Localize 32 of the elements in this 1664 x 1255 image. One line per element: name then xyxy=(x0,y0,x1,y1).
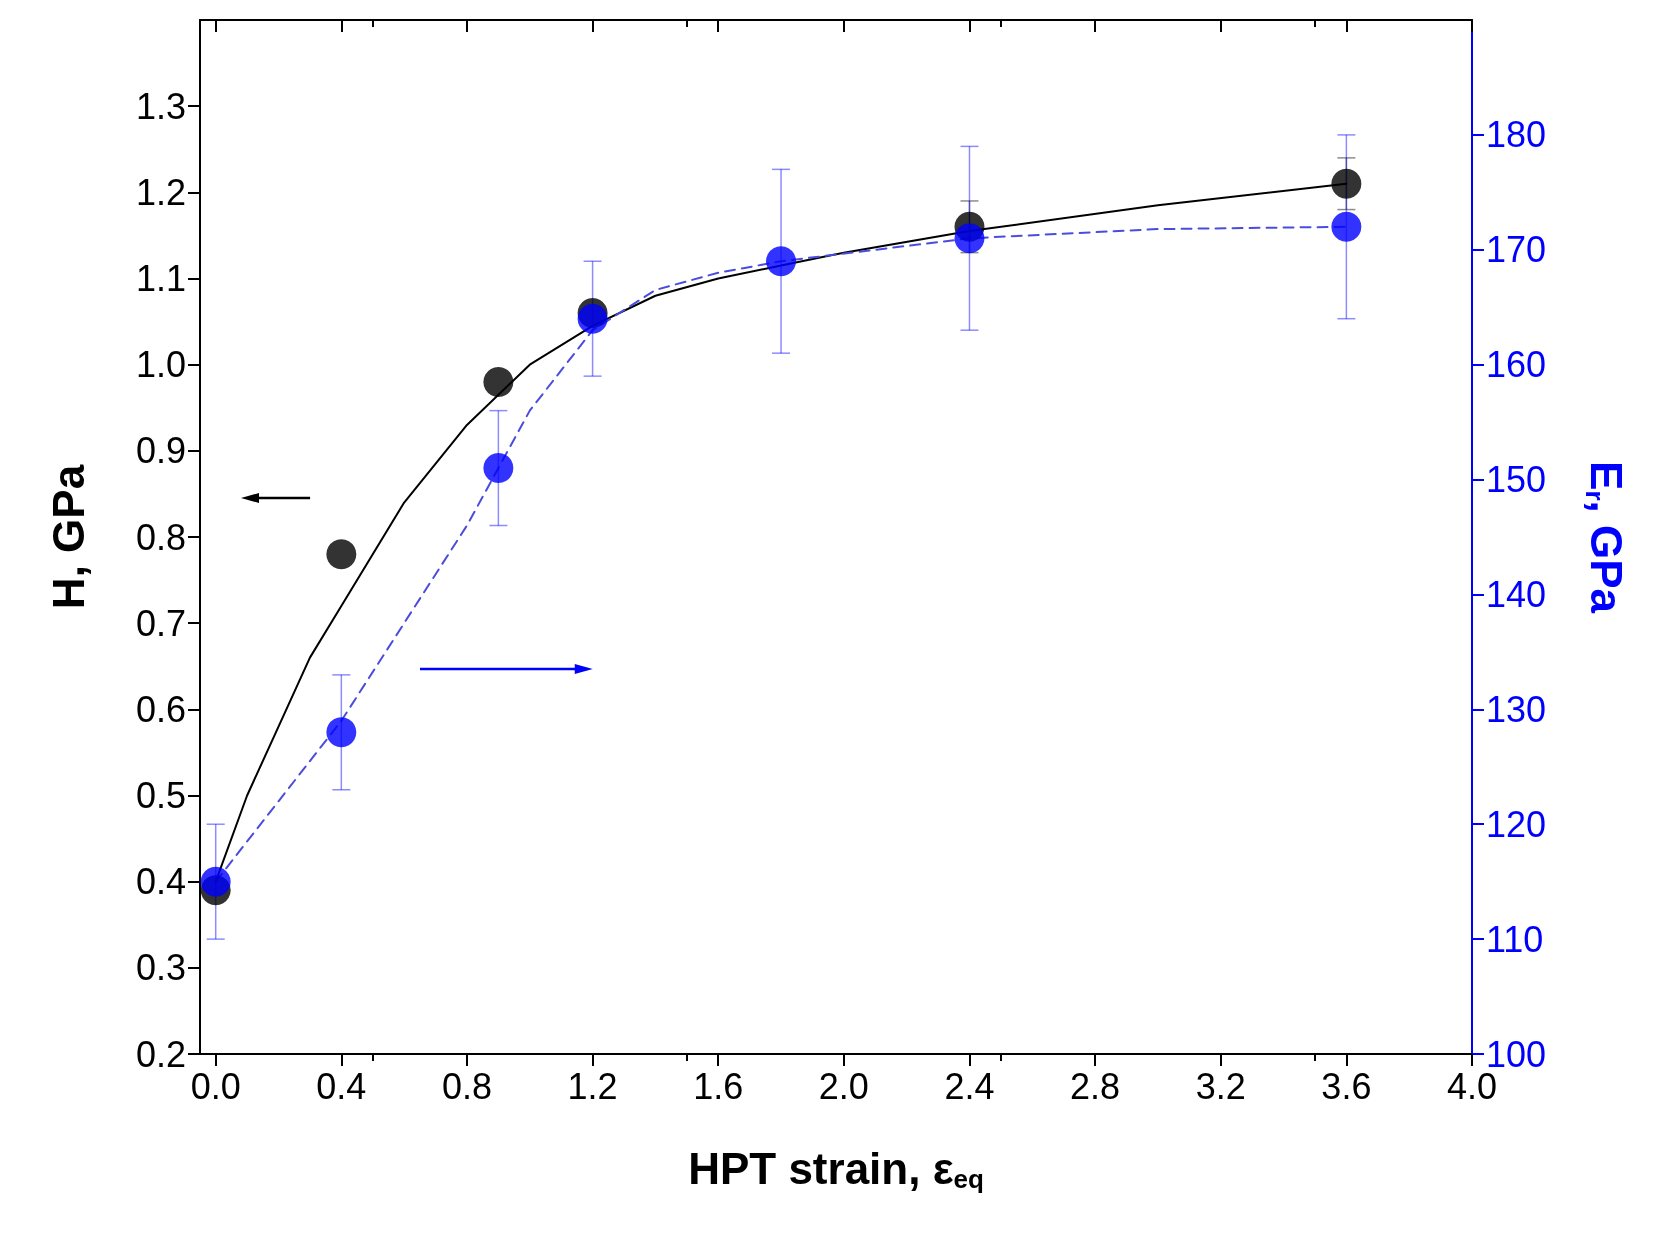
y2-axis-title: Er, GPa xyxy=(1580,461,1631,614)
y-tick-label: 0.2 xyxy=(135,1033,186,1075)
y2-tick-label: 150 xyxy=(1486,459,1547,501)
y2-tick-label: 130 xyxy=(1486,688,1547,730)
y-axis-title: H, GPa xyxy=(43,464,93,610)
x-tick-label: 3.2 xyxy=(1195,1065,1246,1107)
y-tick-label: 0.8 xyxy=(135,516,186,558)
x-tick-label: 0.4 xyxy=(316,1065,367,1107)
y-tick-label: 0.4 xyxy=(135,861,186,903)
y-tick-label: 0.6 xyxy=(135,688,186,730)
y-tick-label: 0.7 xyxy=(135,602,186,644)
y-tick-label: 1.3 xyxy=(135,85,186,127)
y-tick-label: 0.3 xyxy=(135,947,186,989)
y2-tick-label: 170 xyxy=(1486,229,1547,271)
y-tick-label: 1.1 xyxy=(135,258,186,299)
x-tick-label: 0.8 xyxy=(441,1065,492,1107)
x-tick-label: 2.0 xyxy=(818,1065,869,1107)
y-tick-label: 1.0 xyxy=(135,344,186,386)
y-tick-label: 0.9 xyxy=(135,430,186,472)
x-tick-label: 0.0 xyxy=(190,1065,241,1107)
y-tick-label: 1.2 xyxy=(135,171,186,213)
y-tick-label: 0.5 xyxy=(135,775,186,816)
x-tick-label: 2.8 xyxy=(1070,1065,1121,1107)
x-tick-label: 1.2 xyxy=(567,1065,618,1107)
y2-tick-label: 120 xyxy=(1486,803,1547,845)
y2-tick-label: 140 xyxy=(1486,573,1547,615)
x-tick-label: 1.6 xyxy=(693,1065,744,1107)
y2-tick-label: 160 xyxy=(1486,344,1547,386)
y2-tick-label: 110 xyxy=(1486,918,1544,960)
x-tick-label: 3.6 xyxy=(1321,1065,1372,1107)
x-tick-label: 2.4 xyxy=(944,1065,995,1107)
y2-tick-label: 180 xyxy=(1486,114,1547,156)
